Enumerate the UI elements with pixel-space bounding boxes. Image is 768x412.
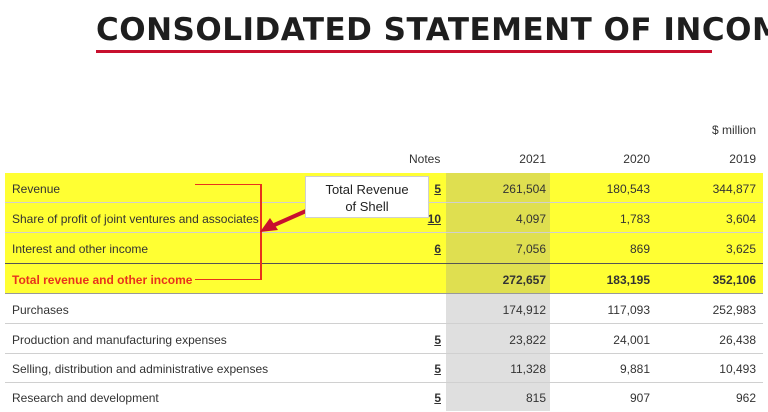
value-2020: 907 [629, 391, 650, 405]
table-row: Purchases 174,912 117,093 252,983 [5, 294, 763, 324]
table-row: Selling, distribution and administrative… [5, 353, 763, 383]
row-label: Total revenue and other income [12, 273, 193, 287]
value-2019: 10,493 [719, 362, 756, 376]
note-link[interactable]: 5 [434, 362, 441, 376]
row-label: Interest and other income [12, 242, 149, 256]
note-link[interactable]: 5 [434, 333, 441, 347]
value-2019: 3,625 [725, 242, 756, 256]
note-link[interactable]: 5 [434, 391, 441, 405]
row-label: Research and development [12, 391, 159, 405]
value-2021: 23,822 [509, 333, 546, 347]
header-2021: 2021 [519, 152, 546, 166]
year-2021-column-shade [446, 173, 550, 411]
title-underline [96, 50, 712, 53]
row-label: Share of profit of joint ventures and as… [12, 212, 259, 226]
note-link[interactable]: 10 [427, 212, 441, 226]
value-2020: 24,001 [613, 333, 650, 347]
note-link[interactable]: 6 [434, 242, 441, 256]
total-divider [5, 263, 763, 264]
value-2021: 4,097 [515, 212, 546, 226]
value-2021: 174,912 [502, 303, 546, 317]
value-2019: 352,106 [712, 273, 756, 287]
value-2019: 252,983 [712, 303, 756, 317]
header-2019: 2019 [729, 152, 756, 166]
value-2020: 9,881 [619, 362, 650, 376]
value-2021: 272,657 [502, 273, 546, 287]
value-2020: 869 [629, 242, 650, 256]
page-title: CONSOLIDATED STATEMENT OF INCOME [96, 12, 768, 48]
value-2019: 3,604 [725, 212, 756, 226]
note-link[interactable]: 5 [434, 182, 441, 196]
value-2021: 7,056 [515, 242, 546, 256]
revenue-bracket [195, 184, 262, 280]
row-label: Selling, distribution and administrative… [12, 362, 269, 376]
value-2020: 180,543 [606, 182, 650, 196]
header-2020: 2020 [623, 152, 650, 166]
value-2020: 117,093 [607, 303, 651, 317]
value-2020: 1,783 [619, 212, 650, 226]
value-2020: 183,195 [606, 273, 650, 287]
callout-line-2: of Shell [345, 199, 389, 214]
value-2019: 26,438 [719, 333, 756, 347]
value-2021: 11,328 [510, 362, 546, 376]
highlight-divider [5, 293, 763, 294]
row-label: Revenue [12, 182, 61, 196]
table-row-total: Total revenue and other income 272,657 1… [5, 264, 763, 294]
unit-label: $ million [711, 123, 756, 137]
value-2021: 815 [525, 391, 546, 405]
value-2019: 962 [735, 391, 756, 405]
table-row: Interest and other income 6 7,056 869 3,… [5, 233, 763, 263]
table-row: Research and development 5 815 907 962 [5, 382, 763, 412]
row-label: Production and manufacturing expenses [12, 333, 227, 347]
callout-line-1: Total Revenue [325, 182, 409, 197]
value-2019: 344,877 [712, 182, 756, 196]
table-row: Share of profit of joint ventures and as… [5, 203, 763, 233]
value-2021: 261,504 [502, 182, 546, 196]
row-label: Purchases [12, 303, 69, 317]
callout-box: Total Revenue of Shell [305, 176, 429, 218]
table-row: Production and manufacturing expenses 5 … [5, 324, 763, 354]
header-notes: Notes [409, 152, 441, 166]
arrow-left-icon [260, 209, 307, 232]
